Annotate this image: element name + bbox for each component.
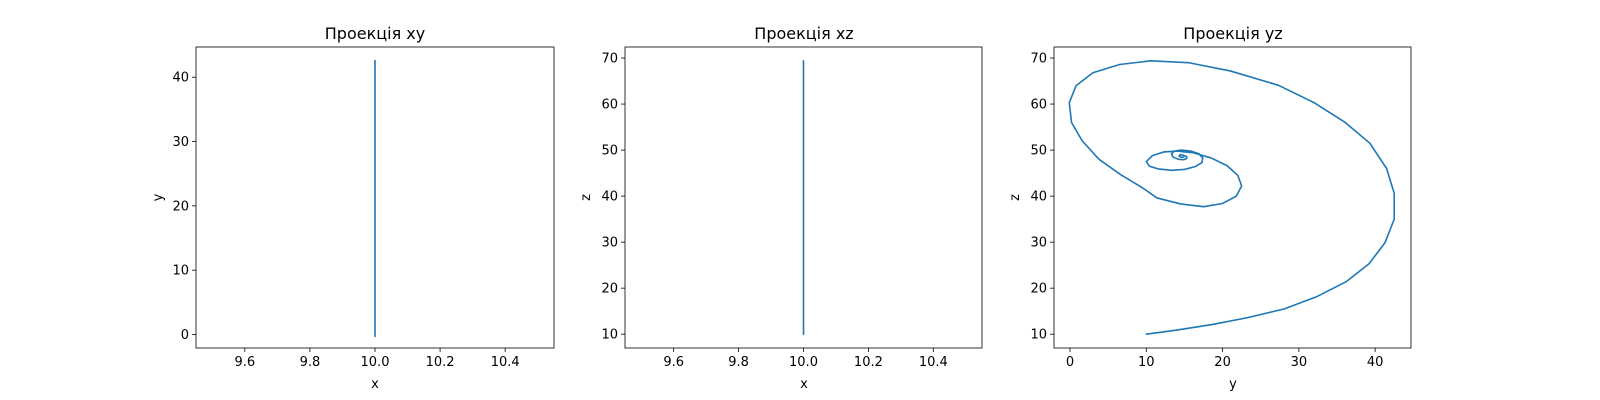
- x-tick-label-yz: 10: [1138, 355, 1155, 370]
- chart-title-yz: Проекція yz: [1183, 24, 1282, 43]
- y-axis-label-xy: y: [151, 193, 166, 201]
- x-tick-label-xz: 10.2: [854, 355, 883, 370]
- x-tick-label-xy: 9.8: [300, 355, 321, 370]
- y-tick-label-xy: 0: [181, 328, 189, 343]
- x-tick-label-xz: 9.8: [728, 355, 749, 370]
- x-tick-label-xy: 10.0: [361, 355, 390, 370]
- x-tick-label-yz: 30: [1291, 355, 1308, 370]
- y-tick-label-yz: 70: [1030, 52, 1047, 67]
- x-tick-label-xz: 10.0: [789, 355, 818, 370]
- x-tick-label-xy: 10.2: [426, 355, 455, 370]
- y-tick-label-yz: 60: [1030, 98, 1047, 113]
- series-line-yz: [1068, 60, 1396, 335]
- x-tick-label-yz: 20: [1214, 355, 1231, 370]
- plot-frame-xz: [624, 46, 983, 349]
- y-tick-label-xz: 40: [601, 190, 618, 205]
- y-tick-label-yz: 20: [1030, 282, 1047, 297]
- subplot-xy: Проекція xy 9.6 9.8 10.0 10.2 10.4010203040 …: [151, 24, 555, 392]
- y-axis-label-yz: z: [1008, 194, 1023, 201]
- y-tick-label-xy: 40: [172, 71, 189, 86]
- y-tick-label-yz: 40: [1030, 190, 1047, 205]
- y-tick-label-xz: 50: [601, 144, 618, 159]
- y-tick-label-yz: 50: [1030, 144, 1047, 159]
- subplot-yz: Проекція yz 0 10 20 30 40 10 20 30 40 50 60 70 y z: [1008, 24, 1412, 392]
- x-axis-label-xy: x: [371, 377, 379, 392]
- y-axis-label-xz: z: [579, 194, 594, 201]
- chart-title-xy: Проекція xy: [325, 24, 425, 43]
- y-tick-label-yz: 30: [1030, 236, 1047, 251]
- y-tick-label-xz: 60: [601, 98, 618, 113]
- plot-frame-yz: [1053, 46, 1412, 349]
- subplot-xz: Проекція xz 9.6 9.8 10.0 10.2 10.4 10 20 30 40 50…: [579, 24, 983, 392]
- y-tick-label-xy: 20: [172, 199, 189, 214]
- y-tick-label-xy: 30: [172, 135, 189, 150]
- y-tick-label-xz: 70: [601, 52, 618, 67]
- x-tick-label-yz: 40: [1367, 355, 1384, 370]
- y-tick-label-xz: 30: [601, 236, 618, 251]
- x-axis-label-xz: x: [800, 377, 808, 392]
- y-tick-label-xy: 10: [172, 264, 189, 279]
- plot-frame-xy: [195, 46, 555, 349]
- y-tick-label-xz: 20: [601, 282, 618, 297]
- y-tick-label-xz: 10: [601, 328, 618, 343]
- x-tick-label-xy: 10.4: [491, 355, 520, 370]
- x-tick-label-yz: 0: [1066, 355, 1074, 370]
- x-tick-label-xz: 10.4: [919, 355, 948, 370]
- y-tick-label-yz: 10: [1030, 328, 1047, 343]
- x-tick-label-xy: 9.6: [234, 355, 255, 370]
- x-axis-label-yz: y: [1229, 377, 1237, 392]
- x-tick-label-xz: 9.6: [663, 355, 684, 370]
- chart-title-xz: Проекція xz: [754, 24, 853, 43]
